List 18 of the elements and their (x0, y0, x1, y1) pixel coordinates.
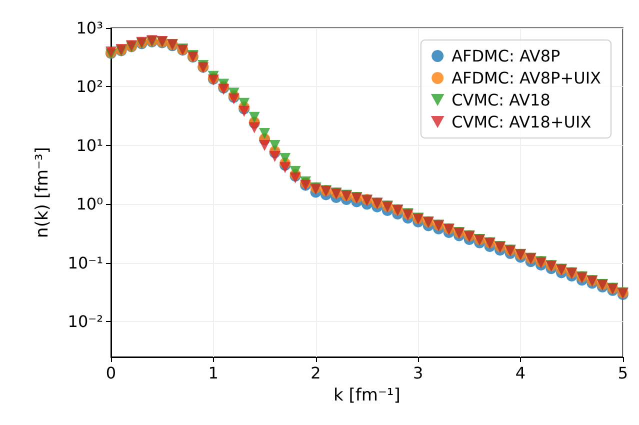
x-tick-label: 1 (208, 364, 218, 382)
legend-label: CVMC: AV18+UIX (452, 112, 592, 132)
legend-label: AFDMC: AV8P (452, 46, 561, 66)
y-tick-label: 10³ (76, 18, 103, 38)
y-tick-label: 10⁰ (76, 194, 103, 214)
y-tick-label: 10⁻¹ (68, 253, 103, 272)
x-tick-label: 4 (515, 364, 526, 382)
x-tick-label: 2 (310, 364, 321, 382)
x-tick-label: 3 (413, 364, 424, 382)
legend-label: CVMC: AV18 (452, 90, 550, 110)
x-tick-label: 0 (106, 364, 116, 382)
y-tick-label: 10¹ (76, 136, 103, 155)
y-tick-label: 10⁻² (68, 312, 103, 332)
x-tick-label: 5 (618, 364, 628, 382)
y-tick-label: 10² (76, 77, 103, 96)
y-axis-title: n(k) [fm⁻³] (32, 147, 52, 238)
x-axis-title: k [fm⁻¹] (334, 386, 400, 406)
legend-label: AFDMC: AV8P+UIX (452, 68, 602, 88)
